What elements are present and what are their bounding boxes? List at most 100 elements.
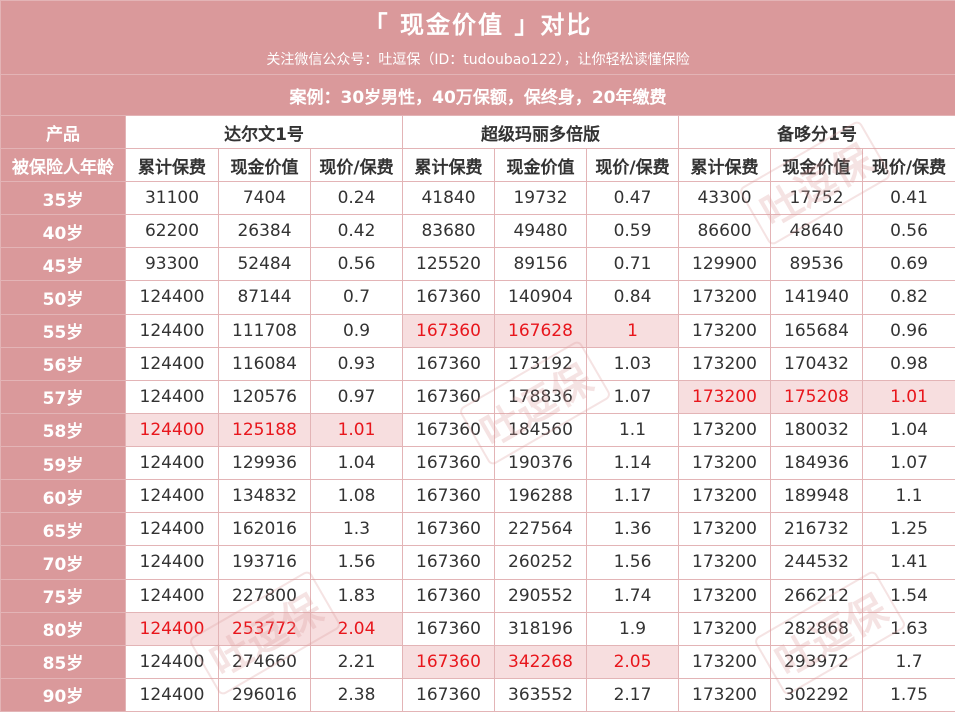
value-cell: 184560: [494, 412, 587, 448]
value-cell: 173200: [678, 512, 771, 547]
value-cell: 196288: [494, 479, 587, 514]
value-cell: 173200: [678, 677, 771, 712]
value-cell: 180032: [770, 412, 863, 448]
table-row: 85岁 124400 274660 2.21 167360 342268 2.05 17320…: [0, 644, 955, 679]
value-cell: 0.97: [310, 379, 403, 414]
value-cell: 1.74: [586, 578, 679, 613]
col-cash-value: 现金价值: [494, 148, 587, 182]
value-cell: 0.7: [310, 280, 403, 315]
value-cell: 1.1: [861, 479, 955, 514]
value-cell: 173200: [678, 545, 771, 580]
value-cell: 167360: [402, 677, 495, 712]
value-cell: 0.47: [586, 180, 679, 216]
value-cell: 0.96: [861, 313, 955, 348]
value-cell: 0.41: [861, 180, 955, 216]
value-cell: 26384: [218, 214, 311, 249]
value-cell: 129900: [678, 247, 771, 282]
value-cell: 124400: [125, 578, 219, 613]
value-cell: 282868: [770, 611, 863, 646]
col-ratio: 现价/保费: [586, 148, 679, 182]
value-cell: 167360: [402, 611, 495, 646]
product-name-3: 备哆分1号: [677, 115, 955, 149]
value-cell: 124400: [125, 611, 219, 646]
value-cell: 124400: [125, 412, 219, 448]
value-cell: 216732: [770, 512, 863, 547]
value-cell: 190376: [494, 445, 587, 481]
value-cell: 1.63: [861, 611, 955, 646]
value-cell: 124400: [125, 479, 219, 514]
value-cell: 173200: [678, 479, 771, 514]
value-cell: 116084: [218, 346, 311, 381]
value-cell: 175208: [770, 379, 863, 414]
value-cell: 48640: [770, 214, 863, 249]
value-cell: 1.04: [861, 412, 955, 448]
value-cell: 253772: [218, 611, 311, 646]
value-cell: 293972: [770, 644, 863, 679]
value-cell: 227564: [494, 512, 587, 547]
value-cell: 1.56: [310, 545, 403, 580]
value-cell: 124400: [125, 677, 219, 712]
value-cell: 0.56: [861, 214, 955, 249]
value-cell: 2.17: [586, 677, 679, 712]
value-cell: 1.3: [310, 512, 403, 547]
value-cell: 266212: [770, 578, 863, 613]
value-cell: 167360: [402, 346, 495, 381]
value-cell: 17752: [770, 180, 863, 216]
value-cell: 1.54: [861, 578, 955, 613]
value-cell: 1.08: [310, 479, 403, 514]
value-cell: 170432: [770, 346, 863, 381]
value-cell: 0.71: [586, 247, 679, 282]
value-cell: 173200: [678, 611, 771, 646]
col-cumulative-premium: 累计保费: [402, 148, 495, 182]
age-cell: 35岁: [0, 180, 126, 216]
value-cell: 1.01: [861, 379, 955, 414]
value-cell: 52484: [218, 247, 311, 282]
value-cell: 124400: [125, 512, 219, 547]
value-cell: 173192: [494, 346, 587, 381]
age-cell: 70岁: [0, 545, 126, 580]
value-cell: 178836: [494, 379, 587, 414]
subtitle: 关注微信公众号：吐逗保（ID：tudoubao122），让你轻松读懂保险: [0, 44, 955, 75]
value-cell: 296016: [218, 677, 311, 712]
value-cell: 0.84: [586, 280, 679, 315]
value-cell: 318196: [494, 611, 587, 646]
table-row: 35岁 31100 7404 0.24 41840 19732 0.47 43300 17752…: [0, 180, 955, 216]
value-cell: 173200: [678, 313, 771, 348]
age-cell: 56岁: [0, 346, 126, 381]
value-cell: 290552: [494, 578, 587, 613]
value-cell: 193716: [218, 545, 311, 580]
value-cell: 0.69: [861, 247, 955, 282]
value-cell: 167360: [402, 313, 495, 348]
value-cell: 31100: [125, 180, 219, 216]
value-cell: 173200: [678, 578, 771, 613]
value-cell: 89536: [770, 247, 863, 282]
age-cell: 60岁: [0, 479, 126, 514]
value-cell: 167628: [494, 313, 587, 348]
table-row: 58岁 124400 125188 1.01 167360 184560 1.1 173200…: [0, 412, 955, 448]
value-cell: 302292: [770, 677, 863, 712]
value-cell: 173200: [678, 644, 771, 679]
age-cell: 50岁: [0, 280, 126, 315]
value-cell: 89156: [494, 247, 587, 282]
value-cell: 0.93: [310, 346, 403, 381]
table-row: 40岁 62200 26384 0.42 83680 49480 0.59 86600 4864…: [0, 214, 955, 249]
value-cell: 1.03: [586, 346, 679, 381]
age-cell: 40岁: [0, 214, 126, 249]
table-row: 59岁 124400 129936 1.04 167360 190376 1.14 17320…: [0, 445, 955, 481]
value-cell: 0.56: [310, 247, 403, 282]
value-cell: 141940: [770, 280, 863, 315]
value-cell: 0.9: [310, 313, 403, 348]
col-ratio: 现价/保费: [861, 148, 955, 182]
value-cell: 167360: [402, 545, 495, 580]
value-cell: 111708: [218, 313, 311, 348]
value-cell: 0.59: [586, 214, 679, 249]
value-cell: 41840: [402, 180, 495, 216]
value-cell: 167360: [402, 445, 495, 481]
value-cell: 93300: [125, 247, 219, 282]
value-cell: 1.56: [586, 545, 679, 580]
value-cell: 1.25: [861, 512, 955, 547]
age-cell: 75岁: [0, 578, 126, 613]
product-label: 产品: [0, 115, 126, 149]
value-cell: 129936: [218, 445, 311, 481]
value-cell: 1.01: [310, 412, 403, 448]
